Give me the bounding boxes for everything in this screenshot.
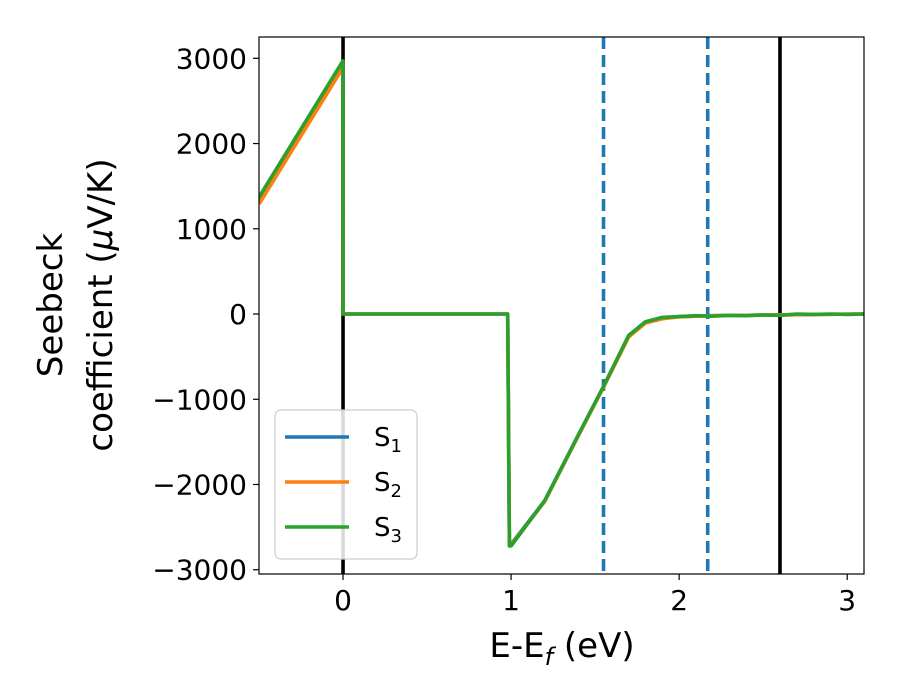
legend-box bbox=[274, 409, 418, 560]
y-axis-label-suffix: V/K) bbox=[81, 158, 121, 228]
x-axis-label-unit: (eV) bbox=[553, 626, 635, 666]
x-axis-label: E-Ef (eV) bbox=[489, 626, 634, 671]
series-line-S3 bbox=[259, 59, 864, 548]
legend: S1 S2 S3 bbox=[274, 409, 418, 560]
y-axis-label-line2: coefficient (μV/K) bbox=[81, 158, 121, 451]
x-tick-label: 2 bbox=[670, 584, 688, 617]
y-axis-label-line1: Seebeck bbox=[31, 233, 71, 378]
x-axis-ticks: 0 1 2 3 bbox=[334, 574, 856, 617]
legend-label-S3: S3 bbox=[374, 513, 402, 547]
plot-frame bbox=[258, 36, 865, 575]
legend-label-S1: S1 bbox=[374, 423, 402, 457]
y-tick-label: 3000 bbox=[176, 42, 247, 75]
legend-label-S2: S2 bbox=[374, 468, 402, 502]
y-tick-label: −2000 bbox=[152, 469, 247, 502]
x-tick-label: 1 bbox=[502, 584, 520, 617]
x-tick-label: 3 bbox=[838, 584, 856, 617]
y-axis-label-mu: μ bbox=[81, 229, 121, 252]
y-tick-label: −3000 bbox=[152, 554, 247, 587]
x-tick-label: 0 bbox=[334, 584, 352, 617]
y-axis-ticks: −3000 −2000 −1000 0 1000 2000 3000 bbox=[152, 42, 259, 587]
y-tick-label: 1000 bbox=[176, 213, 247, 246]
y-tick-label: 0 bbox=[229, 298, 247, 331]
series-lines bbox=[259, 59, 864, 548]
y-tick-label: 2000 bbox=[176, 128, 247, 161]
x-axis-label-main: E-E bbox=[489, 626, 544, 666]
y-tick-label: −1000 bbox=[152, 383, 247, 416]
y-axis-label-prefix: coefficient ( bbox=[81, 250, 121, 451]
